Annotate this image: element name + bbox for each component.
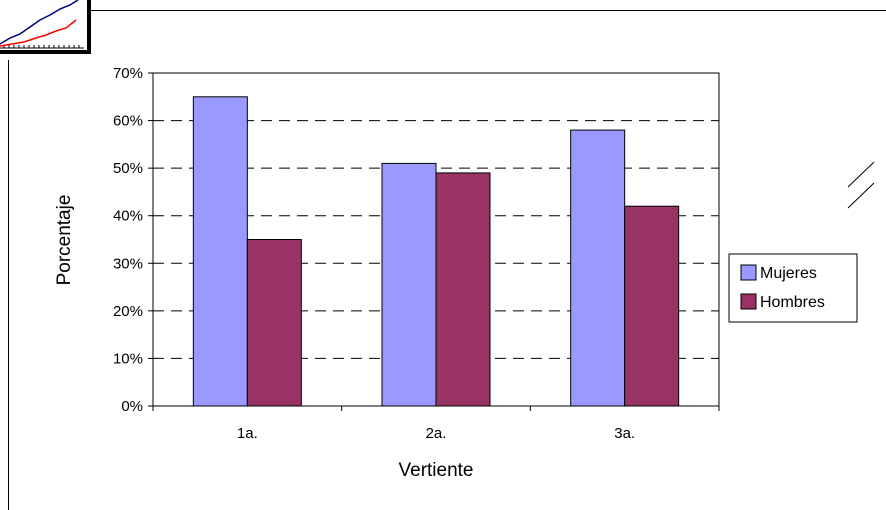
y-axis: 0% 10% 20% 30% 40% 50% 60% 70%: [113, 65, 153, 415]
x-tick-label: 2a.: [426, 425, 447, 442]
bar-mujeres-1: [192, 96, 248, 407]
x-axis-title: Vertiente: [399, 460, 474, 481]
legend-swatch-hombres: [740, 293, 757, 310]
y-tick-label: 0%: [121, 398, 143, 415]
legend: Mujeres Hombres: [728, 253, 858, 323]
x-axis: 1a. 2a. 3a.: [152, 406, 720, 442]
y-tick-label: 50%: [113, 160, 143, 177]
legend-label-hombres: Hombres: [760, 294, 825, 311]
bar-hombres-2: [435, 172, 491, 407]
decorative-slash-2: [847, 182, 875, 209]
y-tick-label: 70%: [113, 65, 143, 82]
y-tick-label: 40%: [113, 208, 143, 225]
y-tick-label: 60%: [113, 113, 143, 130]
bars: [192, 96, 680, 407]
x-tick-label: 3a.: [614, 425, 635, 442]
y-tick-label: 10%: [113, 350, 143, 367]
y-tick-label: 20%: [113, 303, 143, 320]
legend-swatch-mujeres: [740, 264, 757, 281]
bar-hombres-3: [624, 205, 680, 407]
bar-mujeres-2: [381, 162, 437, 407]
x-tick-label: 1a.: [237, 425, 258, 442]
y-tick-label: 30%: [113, 255, 143, 272]
line-chart-thumbnail-icon: [0, 0, 91, 54]
bar-hombres-1: [246, 239, 302, 407]
bar-mujeres-3: [570, 129, 626, 407]
y-axis-title: Porcentaje: [54, 195, 75, 286]
decorative-slash: [847, 161, 875, 188]
legend-label-mujeres: Mujeres: [760, 265, 817, 282]
